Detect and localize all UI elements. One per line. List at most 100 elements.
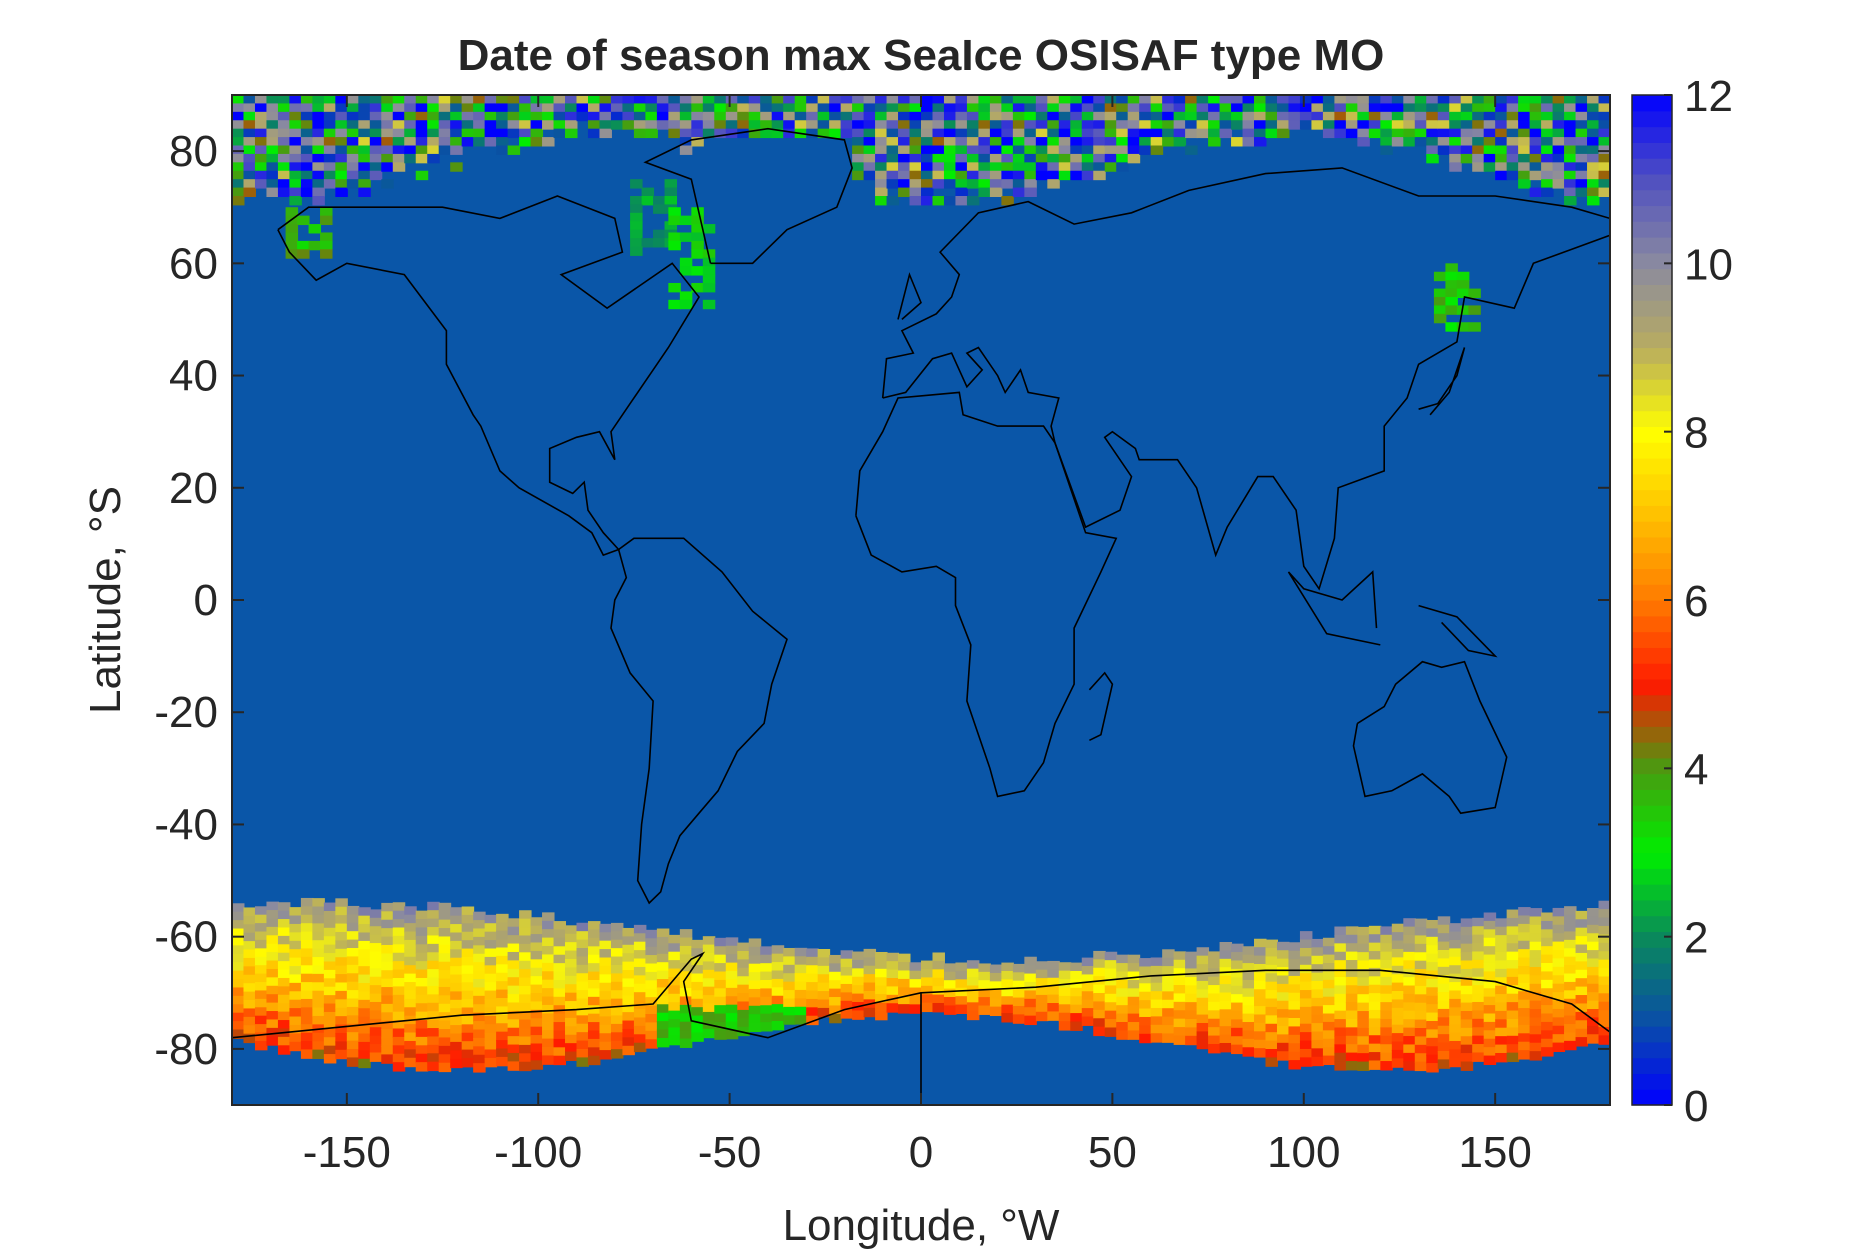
ice-cell: [714, 963, 727, 973]
ice-cell: [335, 162, 348, 172]
ice-cell: [507, 926, 521, 937]
ice-cell: [1433, 313, 1447, 324]
ice-cell: [289, 966, 302, 976]
ice-cell: [1529, 1051, 1543, 1061]
ice-cell: [277, 994, 291, 1005]
ice-cell: [1093, 1009, 1106, 1020]
ice-cell: [484, 1057, 498, 1068]
ice-cell: [542, 920, 555, 931]
ice-cell: [1433, 305, 1447, 315]
ice-cell: [645, 946, 658, 957]
ice-cell: [346, 1040, 360, 1051]
ice-cell: [1541, 1013, 1554, 1023]
ice-cell: [1127, 145, 1141, 155]
ice-cell: [1456, 322, 1470, 332]
ice-cell: [1437, 916, 1451, 926]
ice-cell: [645, 120, 658, 130]
ice-cell: [630, 204, 643, 214]
ice-cell: [852, 103, 865, 113]
ice-cell: [1242, 95, 1256, 105]
colorbar-step: [1632, 126, 1672, 143]
ice-cell: [921, 120, 934, 130]
ice-cell: [737, 128, 750, 139]
ice-cell: [369, 934, 383, 945]
ice-cell: [1162, 95, 1175, 105]
ice-cell: [829, 988, 842, 999]
ice-cell: [702, 1011, 716, 1022]
ice-cell: [1426, 936, 1439, 947]
ice-cell: [1403, 1002, 1416, 1012]
ice-cell: [1472, 1052, 1485, 1062]
ice-cell: [427, 95, 440, 105]
ice-cell: [232, 1029, 245, 1039]
ice-cell: [1541, 120, 1554, 130]
ice-cell: [610, 964, 624, 975]
ice-cell: [1472, 917, 1485, 928]
ice-cell: [1322, 979, 1336, 990]
y-tick-label: 60: [169, 239, 218, 288]
ice-cell: [1472, 162, 1485, 172]
ice-cell: [641, 196, 655, 206]
ice-cell: [438, 911, 452, 921]
ice-cell: [415, 977, 429, 988]
ice-cell: [427, 985, 440, 996]
ice-cell: [714, 1005, 727, 1015]
ice-cell: [1575, 103, 1589, 113]
ice-cell: [622, 1037, 635, 1047]
ice-cell: [863, 145, 877, 155]
ice-cell: [668, 960, 681, 970]
ice-cell: [1093, 153, 1106, 164]
ice-cell: [1414, 994, 1428, 1004]
colorbar-step: [1632, 95, 1672, 112]
ice-cell: [507, 1002, 521, 1012]
ice-cell: [415, 111, 429, 122]
ice-cell: [1265, 1040, 1278, 1051]
ice-cell: [1196, 120, 1210, 130]
ice-cell: [1173, 1027, 1187, 1037]
ice-cell: [1552, 1008, 1566, 1019]
ice-cell: [427, 103, 440, 113]
colorbar-step: [1632, 647, 1672, 664]
ice-cell: [289, 153, 302, 164]
ice-cell: [1035, 1003, 1049, 1013]
colorbar-step: [1632, 584, 1672, 601]
ice-cell: [277, 986, 291, 996]
ice-cell: [496, 137, 509, 147]
ice-cell: [289, 196, 302, 206]
ice-cell: [496, 95, 509, 105]
ice-cell: [243, 957, 256, 968]
ice-cell: [1127, 971, 1141, 981]
ice-cell: [1162, 982, 1175, 993]
ice-cell: [886, 977, 900, 988]
ice-cell: [1139, 1025, 1152, 1035]
ice-cell: [277, 910, 291, 921]
ice-cell: [1472, 111, 1485, 122]
ice-cell: [1208, 959, 1221, 970]
ice-cell: [438, 995, 452, 1005]
ice-cell: [404, 931, 417, 941]
ice-cell: [369, 95, 383, 105]
ice-cell: [369, 120, 383, 130]
ice-cell: [633, 924, 647, 935]
ice-cell: [1506, 1044, 1520, 1054]
ice-cell: [473, 1021, 486, 1031]
ice-cell: [461, 940, 475, 950]
ice-cell: [530, 137, 544, 147]
ice-cell: [1552, 1000, 1566, 1010]
colorbar-step: [1632, 237, 1672, 254]
ice-cell: [1001, 120, 1014, 130]
ice-cell: [1058, 987, 1072, 997]
ice-cell: [1506, 128, 1520, 139]
ice-cell: [266, 162, 279, 172]
ice-cell: [1598, 1001, 1610, 1012]
ice-cell: [587, 937, 601, 948]
ice-cell: [1231, 985, 1244, 996]
ice-cell: [691, 224, 704, 234]
ice-cell: [1368, 959, 1382, 969]
ice-cell: [725, 962, 739, 973]
ice-cell: [404, 939, 417, 950]
colorbar-step: [1632, 442, 1672, 459]
coastline: [1287, 570, 1381, 646]
ice-cell: [1449, 998, 1462, 1009]
ice-cell: [1288, 959, 1301, 969]
